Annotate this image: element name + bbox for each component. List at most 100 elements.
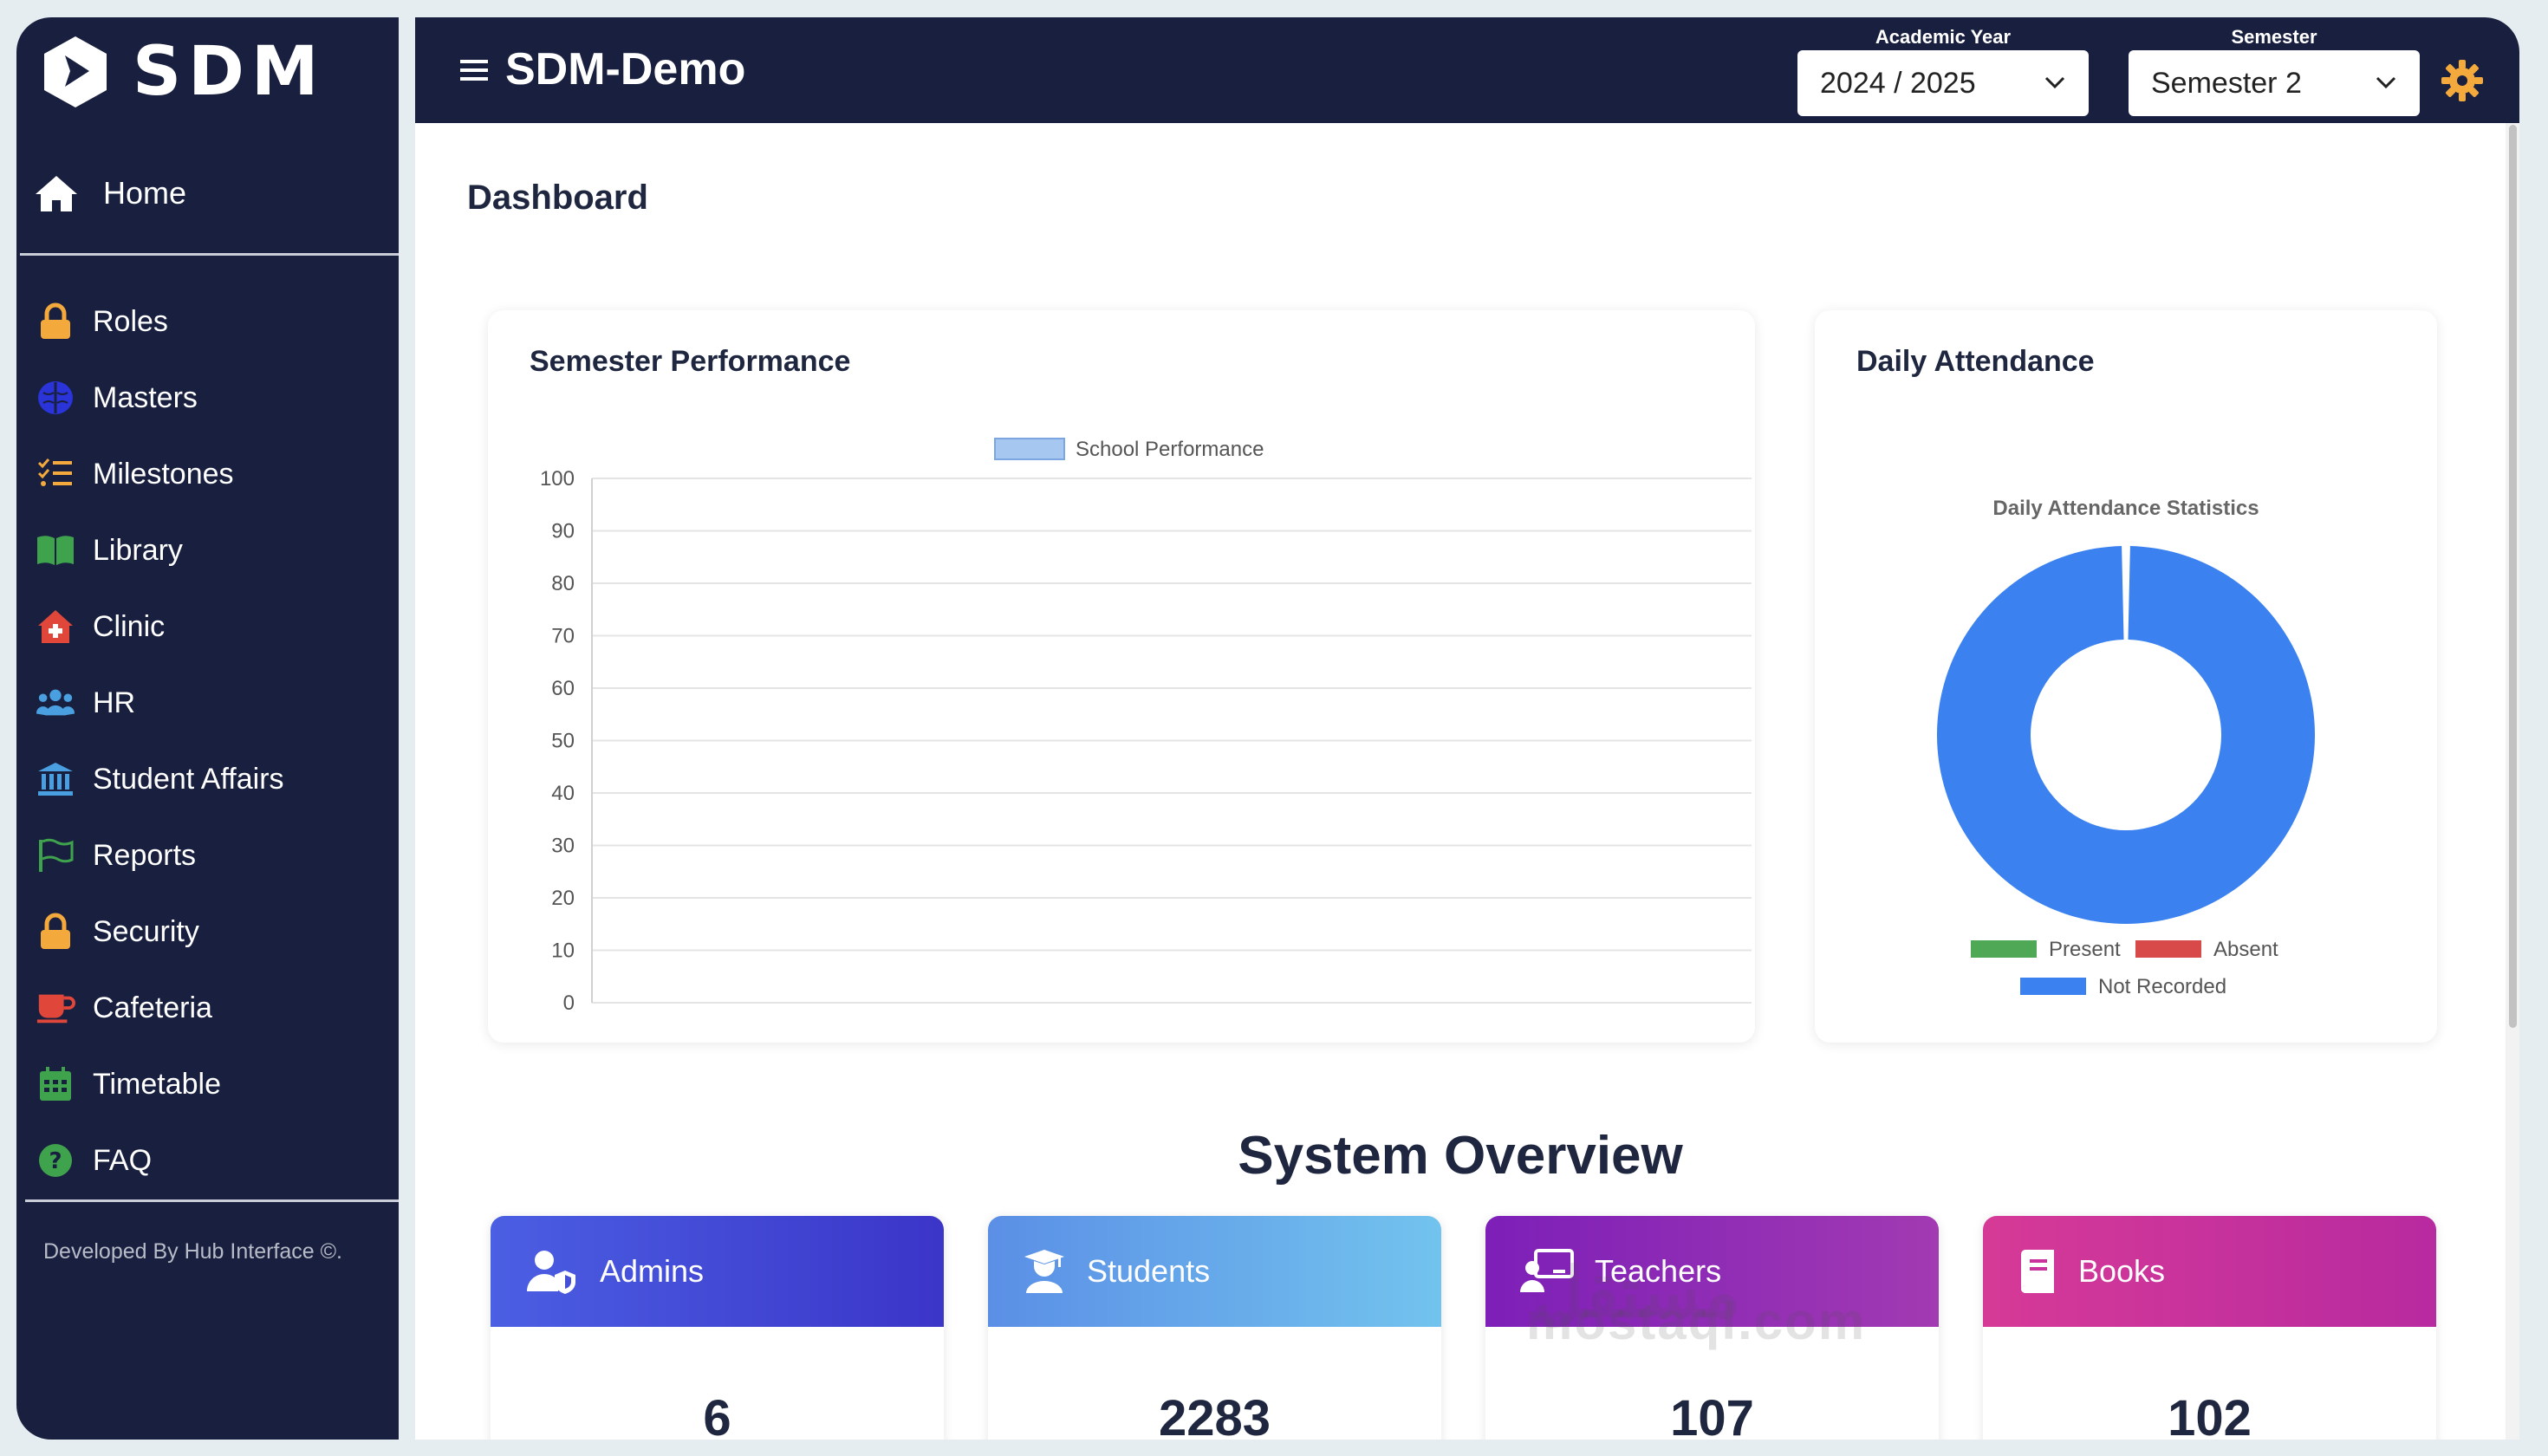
- students-card[interactable]: Students 2283: [988, 1216, 1441, 1440]
- graduate-icon: [1024, 1250, 1064, 1293]
- watermark-text: mostaql.com: [1526, 1292, 1867, 1350]
- legend-swatch: [2020, 978, 2086, 995]
- lock-icon: [36, 912, 75, 952]
- sidebar-nav: Roles Masters Milestones Library Clinic …: [36, 283, 382, 1199]
- admins-card[interactable]: Admins 6: [491, 1216, 944, 1440]
- admins-count: 6: [703, 1390, 731, 1440]
- gear-icon[interactable]: [2441, 59, 2484, 102]
- page-title: Dashboard: [467, 179, 648, 217]
- sidebar-item-hr[interactable]: HR: [36, 665, 382, 741]
- watermark-arabic: مستقل: [1533, 1254, 1741, 1331]
- app-title: SDM-Demo: [505, 44, 746, 94]
- sidebar-item-timetable[interactable]: Timetable: [36, 1046, 382, 1122]
- mug-icon: [36, 988, 75, 1028]
- logo-icon: [44, 36, 107, 107]
- sidebar-item-cafeteria[interactable]: Cafeteria: [36, 970, 382, 1046]
- y-tick-label: 20: [551, 887, 575, 910]
- sidebar-item-milestones[interactable]: Milestones: [36, 436, 382, 512]
- sidebar-item-faq[interactable]: ? FAQ: [36, 1122, 382, 1199]
- admin-icon: [527, 1251, 575, 1294]
- y-tick-label: 0: [563, 991, 575, 1015]
- sidebar-footer: Developed By Hub Interface ©.: [43, 1239, 342, 1264]
- legend-swatch: [994, 438, 1065, 460]
- book-icon: [36, 530, 75, 570]
- book-icon: [2021, 1250, 2054, 1294]
- books-count: 102: [2168, 1390, 2252, 1440]
- sidebar-item-label: Security: [93, 914, 199, 948]
- system-overview-title: System Overview: [1238, 1126, 1683, 1186]
- semester-select[interactable]: Semester 2: [2129, 50, 2420, 116]
- logo[interactable]: SDM: [39, 33, 326, 111]
- books-card-header: Books: [1983, 1216, 2436, 1327]
- teachers-label: Teachers: [1595, 1253, 1722, 1289]
- sidebar-item-student-affairs[interactable]: Student Affairs: [36, 741, 382, 817]
- y-tick-label: 100: [540, 467, 575, 491]
- sidebar-item-clinic[interactable]: Clinic: [36, 588, 382, 665]
- sidebar-divider: [25, 1199, 399, 1202]
- chart-title: Daily Attendance Statistics: [1992, 497, 2259, 520]
- flag-icon: [36, 835, 75, 875]
- sidebar-item-home[interactable]: Home: [34, 173, 186, 213]
- y-tick-label: 80: [551, 572, 575, 595]
- y-tick-label: 50: [551, 730, 575, 753]
- y-tick-label: 40: [551, 782, 575, 805]
- sidebar-item-label: Milestones: [93, 457, 234, 491]
- books-card[interactable]: Books 102: [1983, 1216, 2436, 1440]
- legend-label: School Performance: [1076, 438, 1264, 461]
- admins-card-header: Admins: [491, 1216, 944, 1327]
- teacher-icon: [1520, 1249, 1574, 1292]
- students-card-header: Students: [988, 1216, 1441, 1327]
- sidebar-item-label: FAQ: [93, 1143, 153, 1177]
- logo-text: SDM: [133, 33, 326, 111]
- daily-attendance-chart: Daily Attendance Statistics Present Absent…: [1937, 497, 2315, 998]
- clinic-icon: [36, 607, 75, 647]
- brain-icon: [36, 378, 75, 418]
- teachers-card[interactable]: Teachers 107: [1485, 1216, 1939, 1440]
- main-panel: SDM-Demo Academic Year 2024 / 2025 Semes…: [415, 17, 2519, 1440]
- card-title: Daily Attendance: [1856, 345, 2095, 378]
- calendar-icon: [36, 1064, 75, 1104]
- chevron-down-icon: [2044, 76, 2065, 89]
- question-icon: ?: [36, 1141, 75, 1180]
- legend-label: Absent: [2213, 938, 2278, 961]
- legend-swatch: [1971, 940, 2037, 958]
- scrollbar-thumb[interactable]: [2509, 125, 2517, 1028]
- academic-year-value: 2024 / 2025: [1820, 66, 1976, 100]
- y-tick-label: 30: [551, 835, 575, 858]
- card-title: Semester Performance: [530, 345, 851, 378]
- sidebar-item-library[interactable]: Library: [36, 512, 382, 588]
- sidebar-item-label: Clinic: [93, 609, 166, 643]
- legend-label: Present: [2049, 938, 2121, 961]
- semester-label: Semester: [2231, 26, 2317, 48]
- sidebar: SDM Home Roles Masters Milestones Librar…: [16, 17, 399, 1440]
- academic-year-label: Academic Year: [1875, 26, 2012, 48]
- menu-icon[interactable]: [460, 58, 488, 82]
- sidebar-divider: [20, 253, 399, 256]
- home-icon: [36, 176, 77, 211]
- lock-icon: [36, 302, 75, 341]
- students-label: Students: [1087, 1253, 1211, 1289]
- pie-slice: [1937, 546, 2315, 924]
- sidebar-item-label: Reports: [93, 838, 197, 872]
- svg-text:?: ?: [49, 1148, 62, 1174]
- sidebar-item-label: Cafeteria: [93, 991, 212, 1024]
- sidebar-item-security[interactable]: Security: [36, 894, 382, 970]
- sidebar-item-label: Student Affairs: [93, 762, 284, 796]
- sidebar-item-label: Library: [93, 533, 183, 567]
- sidebar-item-roles[interactable]: Roles: [36, 283, 382, 360]
- semester-performance-card: 0 10 20 30 40 50 60 70 80 90 100 School Performance…: [488, 310, 1755, 1043]
- chevron-down-icon: [2376, 76, 2396, 89]
- sidebar-item-label: HR: [93, 686, 136, 719]
- sidebar-item-masters[interactable]: Masters: [36, 360, 382, 436]
- y-tick-label: 70: [551, 625, 575, 648]
- legend-swatch: [2135, 940, 2201, 958]
- academic-year-select[interactable]: 2024 / 2025: [1797, 50, 2089, 116]
- y-tick-label: 10: [551, 939, 575, 963]
- sidebar-item-label: Roles: [93, 304, 168, 338]
- sidebar-item-label: Home: [103, 175, 187, 211]
- checklist-icon: [36, 454, 75, 494]
- daily-attendance-card: Daily Attendance Statistics Present Absent…: [1815, 310, 2437, 1043]
- y-tick-label: 90: [551, 520, 575, 543]
- legend-label: Not Recorded: [2098, 975, 2226, 998]
- sidebar-item-reports[interactable]: Reports: [36, 817, 382, 894]
